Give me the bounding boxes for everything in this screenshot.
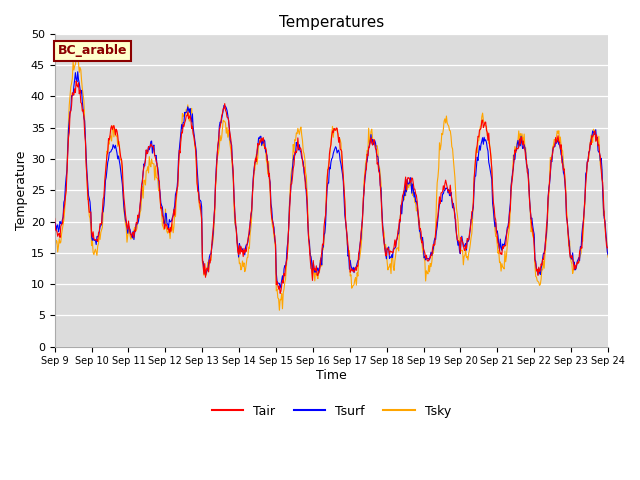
Tsurf [175, 154, 182, 160]
Y-axis label: Temperature: Temperature [15, 151, 28, 230]
Line: Tsky: Tsky [54, 55, 608, 310]
Tair [51, 216, 58, 221]
Tsurf [417, 229, 424, 235]
Tair [276, 290, 284, 296]
Line: Tair: Tair [54, 81, 608, 293]
Tair [61, 202, 68, 207]
X-axis label: Time: Time [316, 369, 347, 382]
Tsky [61, 208, 68, 214]
Tsurf [276, 285, 284, 291]
Tair [604, 245, 612, 251]
Tsky [204, 259, 212, 265]
Tsurf [604, 252, 612, 258]
Title: Temperatures: Temperatures [278, 15, 384, 30]
Tair [400, 187, 408, 193]
Text: BC_arable: BC_arable [58, 44, 127, 57]
Tsky [175, 162, 182, 168]
Tsurf [74, 69, 81, 74]
Tair [204, 266, 212, 272]
Tair [72, 78, 80, 84]
Tsky [74, 52, 81, 58]
Tair [118, 165, 126, 170]
Tsky [51, 242, 58, 248]
Tsurf [400, 188, 408, 194]
Tsky [417, 234, 424, 240]
Tsky [118, 174, 126, 180]
Tair [175, 163, 182, 169]
Tsurf [118, 181, 126, 187]
Legend: Tair, Tsurf, Tsky: Tair, Tsurf, Tsky [207, 400, 456, 423]
Tsurf [61, 197, 68, 203]
Line: Tsurf: Tsurf [54, 72, 608, 288]
Tsky [604, 254, 612, 260]
Tair [417, 226, 424, 231]
Tsurf [51, 220, 58, 226]
Tsky [276, 307, 284, 313]
Tsky [400, 197, 408, 203]
Tsurf [204, 267, 212, 273]
